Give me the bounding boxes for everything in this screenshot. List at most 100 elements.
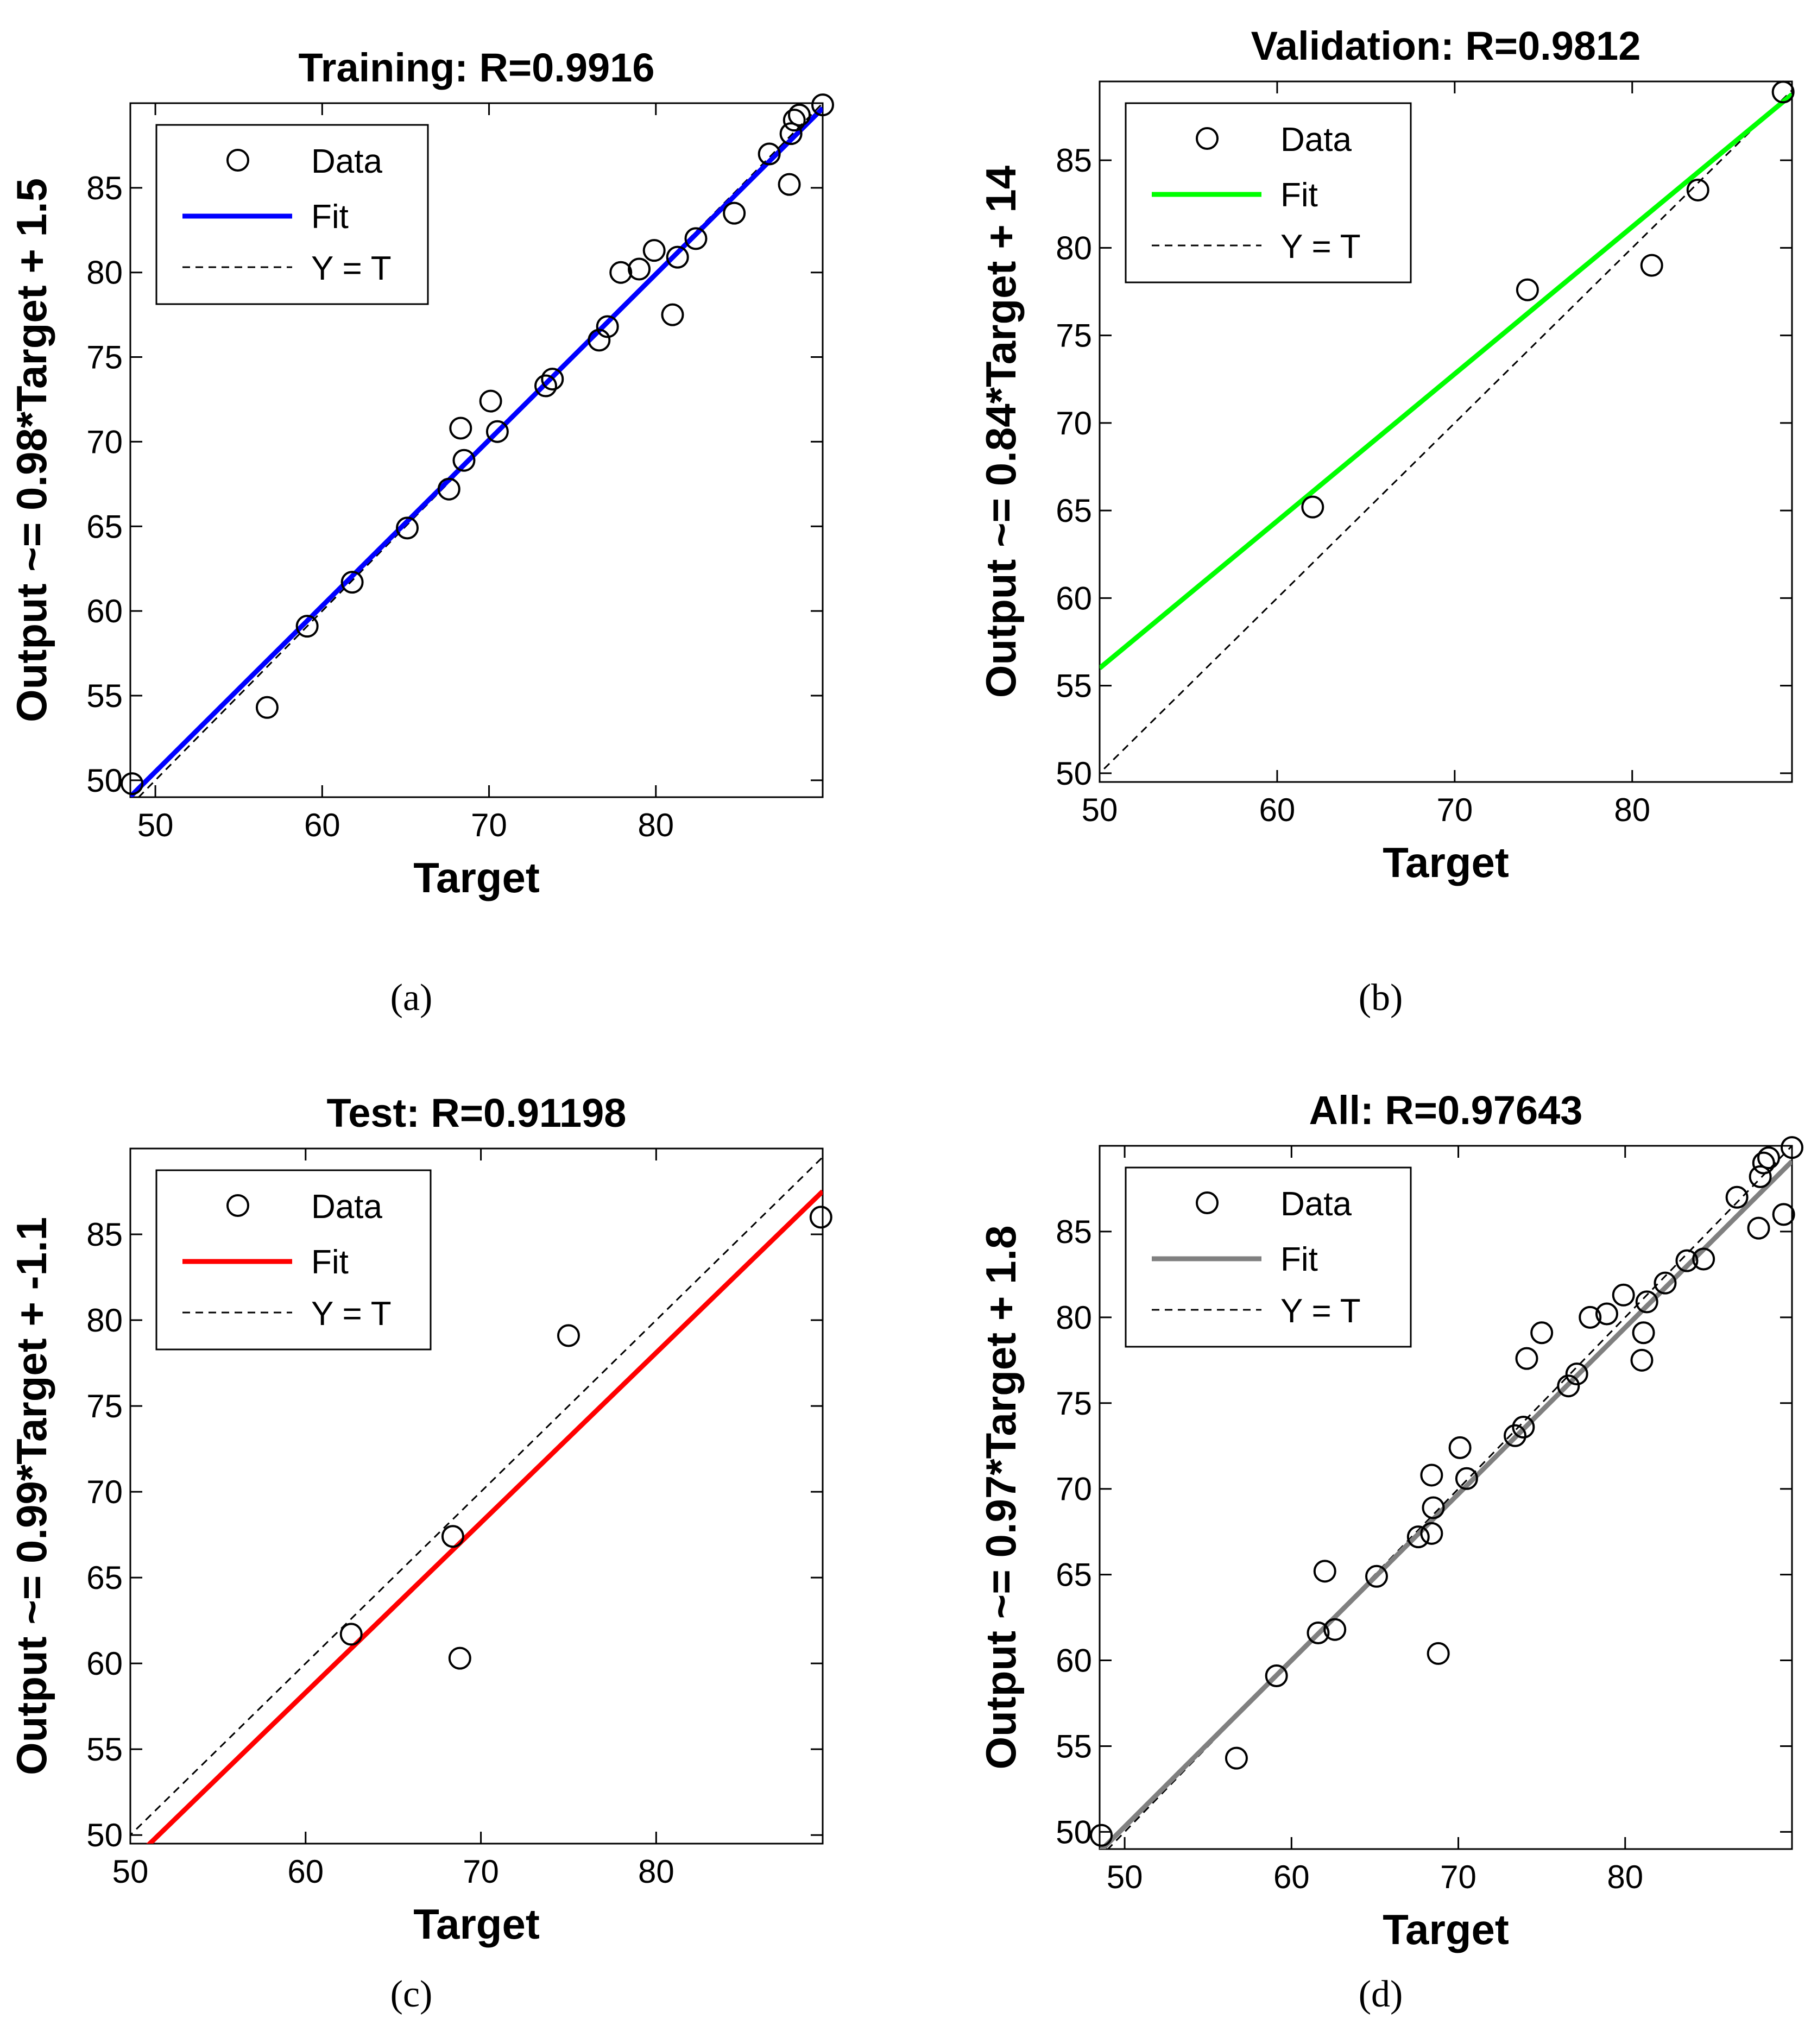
y-tick-label: 80 (86, 255, 123, 291)
data-point (1557, 1374, 1580, 1398)
y-tick-label: 65 (86, 508, 123, 545)
fit-line (1100, 92, 1792, 670)
panel-caption: (d) (1359, 1973, 1403, 2015)
y-tick-label: 60 (86, 593, 123, 629)
panel-caption: (b) (1359, 977, 1403, 1019)
chart-title: All: R=0.97643 (1309, 1088, 1583, 1133)
data-point (452, 449, 476, 472)
identity-line (130, 1156, 823, 1837)
data-point (1406, 1525, 1430, 1549)
data-point (1686, 178, 1709, 201)
legend-data-marker (1196, 1191, 1219, 1214)
legend-fit-label: Fit (311, 1244, 349, 1281)
y-tick-label: 70 (86, 424, 123, 460)
x-tick-label: 70 (463, 1853, 499, 1890)
data-point (437, 477, 460, 501)
x-tick-label: 70 (1440, 1859, 1476, 1895)
data-point (1612, 1283, 1635, 1307)
y-tick-label: 50 (1056, 1814, 1092, 1850)
fit-line (130, 106, 823, 797)
data-point (811, 93, 834, 117)
fit-line (146, 1189, 823, 1844)
data-point (1090, 1824, 1113, 1847)
legend-identity-label: Y = T (311, 1295, 392, 1333)
data-point (1448, 1436, 1472, 1459)
data-point (340, 571, 364, 594)
data-point (1365, 1564, 1388, 1588)
data-point (441, 1525, 464, 1548)
y-tick-label: 55 (1056, 1728, 1092, 1764)
y-tick-label: 50 (1056, 755, 1092, 792)
legend-data-label: Data (1280, 121, 1352, 159)
data-point (1772, 1203, 1795, 1226)
data-point (1512, 1416, 1535, 1439)
identity-line (1107, 1146, 1792, 1849)
data-point (723, 201, 746, 225)
data-point (787, 103, 811, 127)
chart-panel-1: 50 60 70 80 50 55 60 65 70 75 80 85 Data Fit Y = T Trai… (8, 45, 834, 1019)
data-point (1313, 1560, 1336, 1583)
data-point (779, 122, 803, 146)
data-point (1307, 1622, 1330, 1645)
y-tick-label: 80 (1056, 1299, 1092, 1336)
y-tick-label: 60 (86, 1645, 123, 1682)
x-tick-label: 50 (1082, 792, 1118, 828)
x-tick-label: 80 (1607, 1859, 1643, 1895)
data-point (642, 239, 666, 262)
data-point (666, 245, 689, 269)
y-tick-label: 75 (1056, 318, 1092, 354)
y-tick-label: 65 (1056, 1557, 1092, 1593)
data-point (485, 420, 509, 443)
x-tick-label: 70 (1436, 792, 1473, 828)
data-point (1635, 1290, 1658, 1314)
legend-identity-label: Y = T (1280, 1292, 1361, 1330)
y-axis-label: Output ~= 0.98*Target + 1.5 (8, 178, 55, 722)
legend-fit-label: Fit (1280, 176, 1318, 214)
legend-fit-label: Fit (1280, 1241, 1318, 1278)
fit-line (1100, 1159, 1792, 1849)
legend-data-marker (1196, 127, 1219, 150)
legend-identity-label: Y = T (1280, 228, 1361, 266)
chart-panel-3: 50 60 70 80 50 55 60 65 70 75 80 85 Data Fit Y = T Test… (8, 1090, 832, 2015)
data-point (609, 261, 633, 284)
data-point (588, 329, 611, 352)
legend-data-label: Data (1280, 1185, 1352, 1223)
data-point (1455, 1467, 1478, 1490)
data-point (121, 772, 144, 796)
data-point (295, 615, 319, 638)
data-point (1420, 1463, 1443, 1487)
legend-identity-label: Y = T (311, 250, 392, 287)
legend-data-label: Data (311, 1188, 382, 1226)
y-tick-label: 85 (86, 170, 123, 206)
y-tick-label: 80 (1056, 230, 1092, 266)
data-point (1595, 1302, 1618, 1326)
x-tick-label: 60 (1273, 1859, 1310, 1895)
y-tick-label: 50 (86, 762, 123, 799)
data-point (339, 1623, 363, 1646)
legend-data-marker (226, 149, 249, 172)
y-tick-label: 80 (86, 1302, 123, 1339)
y-tick-label: 60 (1056, 580, 1092, 616)
data-point (1515, 1347, 1538, 1370)
data-point (1675, 1249, 1699, 1272)
data-point (596, 315, 619, 338)
data-point (628, 257, 651, 281)
data-point (534, 374, 557, 398)
legend-data-marker (226, 1194, 249, 1217)
x-axis-label: Target (413, 854, 540, 901)
plot-area (130, 103, 823, 797)
data-point (1516, 278, 1539, 301)
legend-fit-label: Fit (311, 198, 349, 236)
y-tick-label: 70 (1056, 405, 1092, 441)
data-point (1225, 1746, 1248, 1770)
data-point (1781, 1136, 1803, 1159)
y-tick-label: 75 (86, 1388, 123, 1424)
x-tick-label: 60 (304, 807, 340, 843)
data-point (661, 303, 684, 326)
chart-title: Validation: R=0.9812 (1251, 23, 1641, 68)
data-point (255, 696, 279, 719)
data-point (809, 1206, 832, 1229)
data-point (479, 389, 502, 413)
panel-caption: (a) (390, 977, 433, 1019)
x-tick-label: 80 (638, 1853, 674, 1890)
